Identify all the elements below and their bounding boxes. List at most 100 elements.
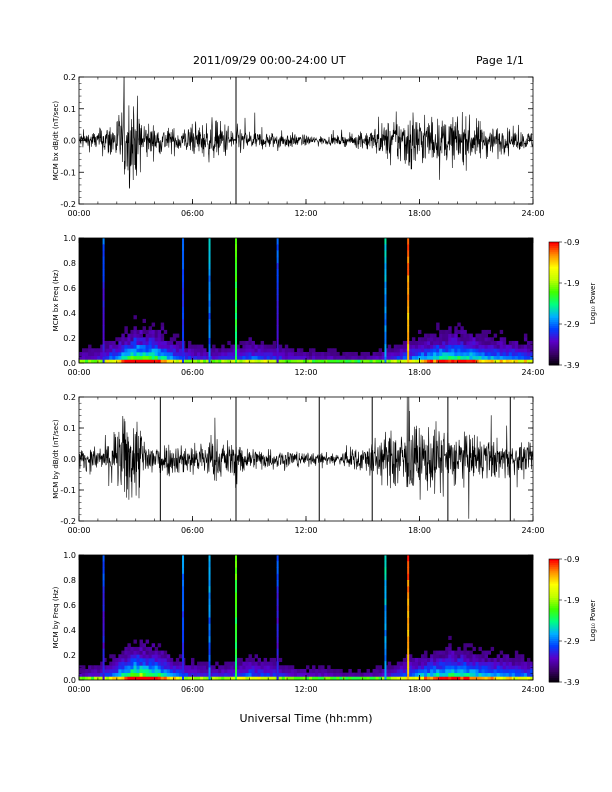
spectrogram-cell: [212, 672, 216, 677]
spectrogram-cell: [178, 344, 183, 349]
spectrogram-cell: [151, 657, 156, 663]
spectrogram-event-line-segment: [407, 573, 410, 581]
spectrogram-event-line-segment: [407, 344, 410, 351]
spectrogram-event-line-segment: [182, 300, 185, 308]
spectrogram-cell: [475, 337, 479, 342]
spectrogram-cell: [442, 676, 446, 680]
spectrogram-cell: [287, 351, 292, 357]
spectrogram-cell: [499, 355, 504, 360]
spectrogram-cell: [505, 654, 510, 659]
spectrogram-cell: [306, 355, 310, 360]
spectrogram-cell: [106, 344, 110, 349]
spectrogram-cell: [445, 654, 449, 659]
spectrogram-cell: [209, 676, 213, 680]
spectrogram-cell: [136, 654, 140, 659]
spectrogram-cell: [142, 344, 146, 349]
spectrogram-cell: [133, 672, 137, 677]
spectrogram-cell: [284, 676, 289, 680]
spectrogram-cell: [121, 344, 125, 349]
spectrogram-cell: [451, 355, 455, 360]
spectrogram-cell: [151, 337, 156, 342]
spectrogram-cell: [481, 657, 485, 663]
spectrogram-cell: [209, 672, 213, 677]
spectrogram-cell: [203, 351, 207, 357]
spectrogram-cell: [475, 355, 479, 360]
spectrogram-cell: [263, 355, 268, 360]
spectrogram-cell: [130, 337, 134, 342]
spectrogram-cell: [490, 351, 495, 357]
spectrogram-cell: [387, 359, 392, 363]
spectrogram-event-line-segment: [102, 673, 105, 680]
spectrogram-cell: [190, 665, 195, 670]
spectrogram-event-line-segment: [407, 306, 410, 314]
spectrogram-cell: [203, 348, 207, 353]
spectrogram-event-line-segment: [208, 592, 211, 600]
spectrogram-cell: [481, 359, 485, 363]
spectrogram-cell: [424, 650, 428, 655]
spectrogram-cell: [136, 668, 140, 674]
spectrogram-cell: [121, 351, 125, 357]
spectrogram-cell: [218, 348, 222, 353]
spectrogram-cell: [321, 676, 325, 680]
spectrogram-event-line-segment: [384, 673, 387, 680]
spectrogram-cell: [206, 351, 210, 357]
spectrogram-cell: [94, 348, 98, 353]
spectrogram-cell: [484, 668, 488, 674]
spectrogram-cell: [484, 333, 488, 338]
colorbar-swatch: [549, 291, 559, 294]
spectrogram-cell: [139, 646, 143, 651]
spectrogram-cell: [366, 351, 370, 357]
spectrogram-cell: [151, 654, 156, 659]
colorbar-swatch: [549, 256, 559, 259]
spectrogram-cell: [402, 668, 407, 674]
spectrogram-event-line-segment: [235, 319, 238, 326]
spectrogram-cell: [133, 657, 137, 663]
spectrogram-cell: [511, 348, 516, 353]
spectrogram-cell: [299, 676, 304, 680]
spectrogram-cell: [411, 676, 416, 680]
spectrogram-cell: [433, 344, 437, 349]
colorbar-swatch: [549, 634, 559, 638]
spectrogram-cell: [166, 340, 171, 346]
spectrogram-cell: [396, 661, 401, 666]
spectrogram-event-line-segment: [208, 586, 211, 593]
spectrogram-cell: [360, 355, 364, 360]
spectrogram-cell: [457, 654, 461, 659]
spectrogram-cell: [526, 340, 531, 346]
spectrogram-cell: [484, 665, 488, 670]
spectrogram-cell: [466, 337, 470, 342]
spectrogram-cell: [469, 355, 473, 360]
colorbar-swatch: [549, 283, 559, 286]
spectrogram-cell: [481, 355, 485, 360]
spectrogram-cell: [88, 676, 92, 680]
spectrogram-cell: [502, 351, 507, 357]
spectrogram-cell: [169, 665, 174, 670]
spectrogram-cell: [127, 650, 131, 655]
spectrogram-cell: [115, 665, 119, 670]
spectrogram-event-line-segment: [384, 331, 387, 339]
spectrogram-cell: [448, 646, 452, 651]
spectrogram-event-line-segment: [407, 313, 410, 320]
spectrogram-event-line-segment: [235, 256, 238, 264]
spectrogram-cell: [523, 672, 528, 677]
spectrogram-cell: [157, 643, 162, 648]
spectrogram-cell: [496, 348, 501, 353]
spectrogram-cell: [505, 344, 510, 349]
spectrogram-cell: [281, 355, 286, 360]
spectrogram-cell: [224, 348, 228, 353]
spectrogram-cell: [154, 344, 159, 349]
spectrogram-cell: [200, 676, 204, 680]
spectrogram-cell: [324, 676, 328, 680]
spectrogram-cell: [121, 337, 125, 342]
spectrogram-event-line-segment: [235, 275, 238, 283]
spectrogram-cell: [414, 676, 419, 680]
spectrogram-cell: [399, 672, 404, 677]
spectrogram-cell: [130, 661, 134, 666]
spectrogram-cell: [160, 340, 165, 346]
spectrogram-cell: [466, 340, 470, 346]
spectrogram-cell: [484, 672, 488, 677]
spectrogram-cell: [221, 355, 225, 360]
spectrogram-cell: [272, 665, 277, 670]
spectrogram-cell: [163, 351, 168, 357]
spectrogram-cell: [526, 344, 531, 349]
